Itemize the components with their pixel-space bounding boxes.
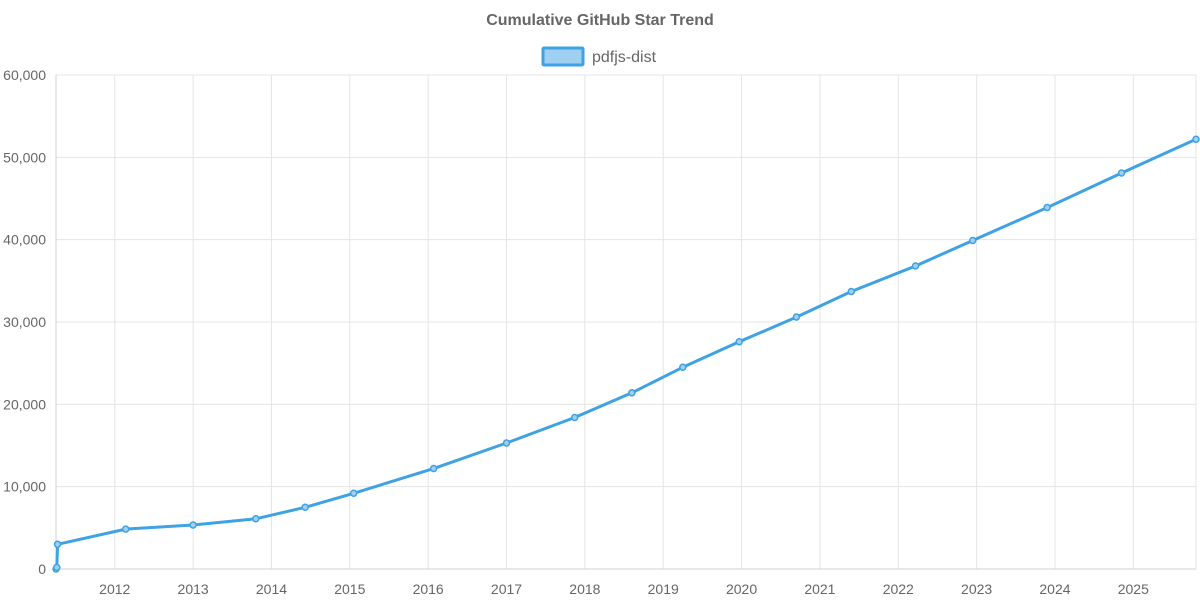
x-tick-label: 2022 <box>883 581 914 597</box>
series-line <box>54 137 1198 571</box>
grid <box>55 74 1197 570</box>
x-tick-label: 2024 <box>1039 581 1070 597</box>
data-point[interactable] <box>121 525 130 533</box>
legend-label-pdfjs-dist[interactable]: pdfjs-dist <box>592 49 657 66</box>
data-point[interactable] <box>792 313 801 321</box>
x-tick-label: 2018 <box>569 581 600 597</box>
y-tick-label: 30,000 <box>3 314 46 330</box>
y-tick-label: 10,000 <box>3 479 46 495</box>
data-point[interactable] <box>1043 203 1051 212</box>
x-tick-label: 2019 <box>648 581 679 597</box>
data-point[interactable] <box>429 464 438 473</box>
x-tick-label: 2017 <box>491 581 522 597</box>
x-tick-label: 2020 <box>726 581 757 597</box>
y-tick-label: 40,000 <box>3 232 46 248</box>
chart-title: Cumulative GitHub Star Trend <box>486 12 714 29</box>
data-point[interactable] <box>301 503 309 511</box>
data-point[interactable] <box>847 287 856 296</box>
x-axis-ticks: 2012 2013 2014 2015 2016 2017 2018 2019 2020 2021… <box>99 581 1149 597</box>
x-tick-label: 2016 <box>413 581 444 597</box>
data-point[interactable] <box>735 338 743 346</box>
y-tick-label: 60,000 <box>3 67 46 83</box>
data-point[interactable] <box>349 489 358 498</box>
legend-swatch-pdfjs-dist[interactable] <box>541 46 585 67</box>
series-pdfjs-dist <box>52 135 1200 573</box>
x-tick-label: 2025 <box>1118 581 1149 597</box>
data-point[interactable] <box>53 540 62 549</box>
x-tick-label: 2014 <box>256 581 287 597</box>
data-point[interactable] <box>911 262 920 270</box>
y-tick-label: 50,000 <box>3 149 46 165</box>
data-point[interactable] <box>679 363 687 372</box>
x-tick-label: 2015 <box>334 581 365 597</box>
data-point[interactable] <box>570 413 579 422</box>
x-tick-label: 2012 <box>99 581 130 597</box>
axes <box>55 75 1196 570</box>
data-point[interactable] <box>628 389 636 397</box>
data-point[interactable] <box>53 563 61 572</box>
data-point[interactable] <box>189 521 197 529</box>
y-tick-label: 0 <box>38 561 46 577</box>
y-axis-ticks: 0 10,000 20,000 30,000 40,000 50,000 60,000 <box>3 67 46 577</box>
data-point[interactable] <box>502 439 511 447</box>
data-point[interactable] <box>1117 169 1126 177</box>
x-tick-label: 2013 <box>178 581 209 597</box>
data-point[interactable] <box>252 515 260 523</box>
x-tick-label: 2023 <box>961 581 992 597</box>
y-tick-label: 20,000 <box>3 396 46 412</box>
data-point[interactable] <box>1192 135 1200 143</box>
data-point[interactable] <box>968 236 977 245</box>
x-tick-label: 2021 <box>804 581 835 597</box>
legend[interactable]: pdfjs-dist <box>541 46 657 67</box>
